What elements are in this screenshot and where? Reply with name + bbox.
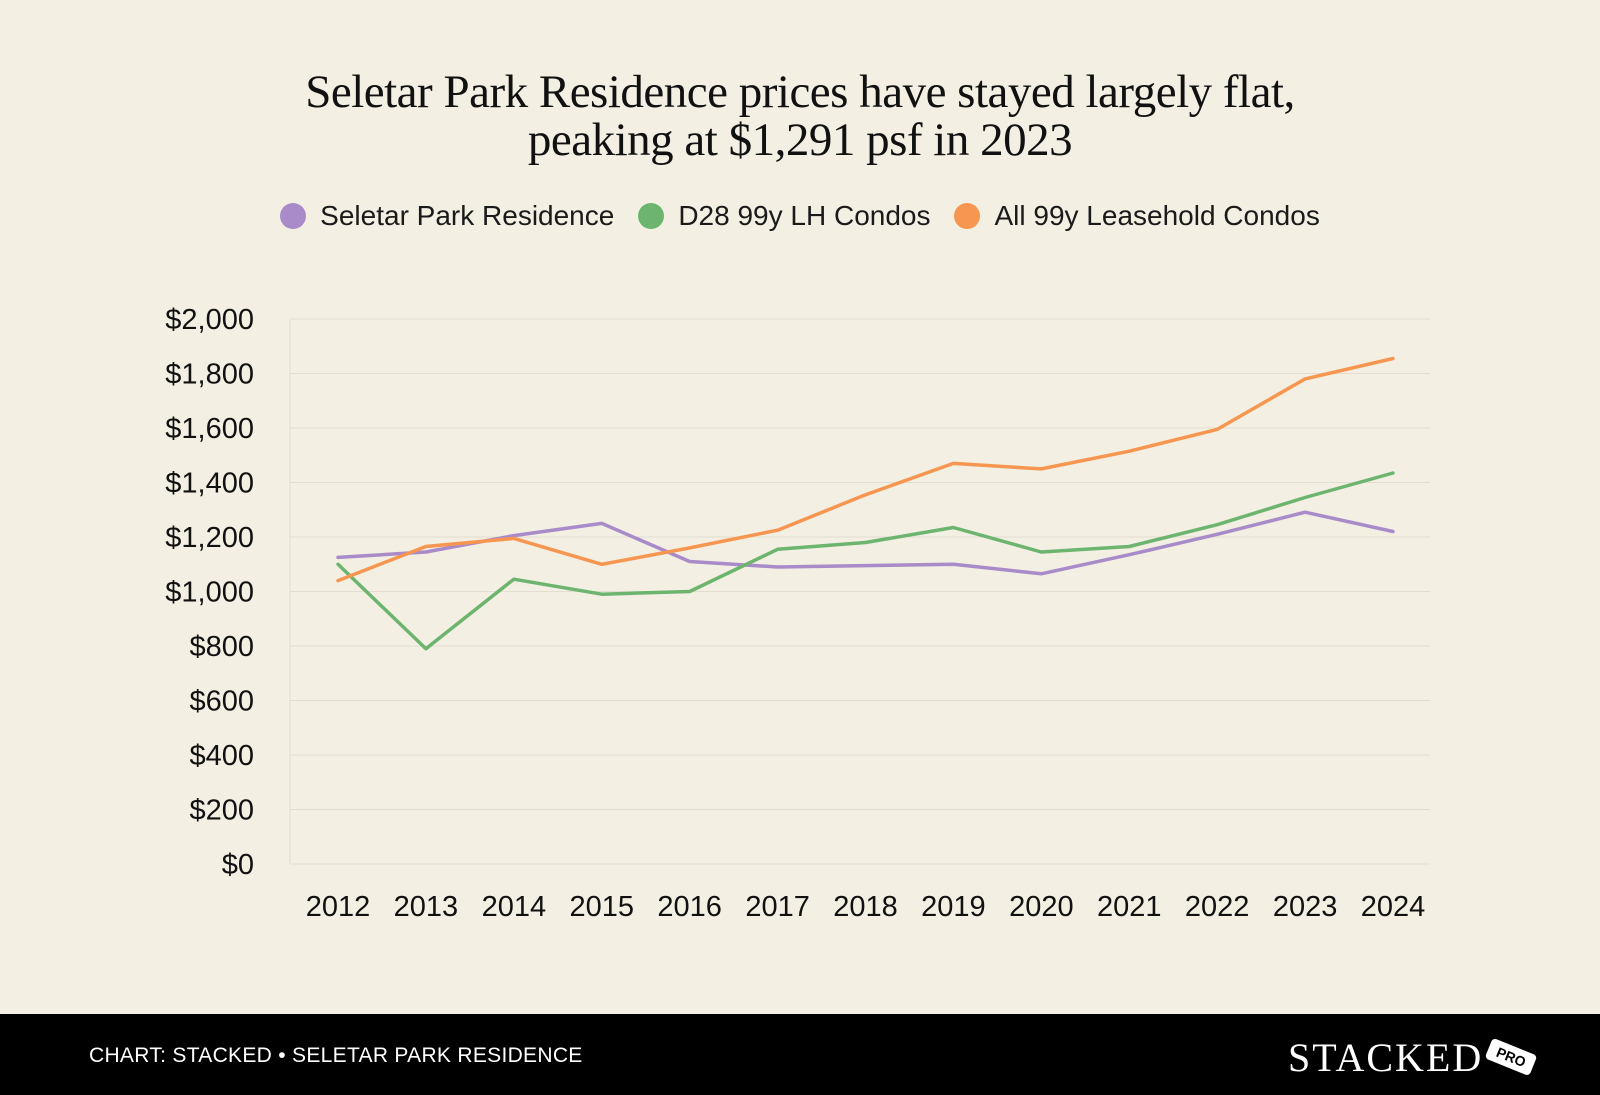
- x-tick-label: 2015: [569, 891, 634, 923]
- legend-item-seletar: Seletar Park Residence: [280, 200, 614, 232]
- x-tick-label: 2017: [745, 891, 810, 923]
- legend-dot-d28: [638, 203, 665, 229]
- y-tick-label: $1,200: [165, 522, 254, 554]
- y-tick-label: $400: [189, 740, 254, 772]
- y-tick-label: $600: [189, 686, 254, 718]
- x-tick-label: 2020: [1009, 891, 1074, 923]
- y-tick-label: $0: [222, 849, 254, 881]
- brand-name: STACKED: [1288, 1034, 1484, 1080]
- chart-title-line-2: peaking at $1,291 psf in 2023: [527, 114, 1073, 166]
- y-tick-label: $1,000: [165, 577, 254, 609]
- x-tick-label: 2016: [657, 891, 722, 923]
- x-tick-label: 2022: [1185, 891, 1250, 923]
- y-tick-label: $200: [189, 795, 254, 827]
- chart-title-line-1: Seletar Park Residence prices have staye…: [305, 66, 1295, 118]
- legend-label-seletar: Seletar Park Residence: [320, 200, 615, 231]
- y-tick-label: $1,600: [165, 413, 254, 445]
- legend-item-all-leasehold: All 99y Leasehold Condos: [954, 200, 1320, 232]
- x-tick-label: 2013: [394, 891, 459, 923]
- source-credit: CHART: STACKED • SELETAR PARK RESIDENCE: [89, 1044, 583, 1067]
- x-tick-label: 2012: [306, 891, 371, 923]
- y-tick-label: $1,400: [165, 468, 254, 500]
- series-line-all-99y-leasehold-condos: [336, 356, 1395, 583]
- stacked-pro-logo: STACKED PRO: [1288, 1032, 1538, 1082]
- x-tick-label: 2014: [482, 891, 547, 923]
- legend-item-d28: D28 99y LH Condos: [638, 200, 930, 232]
- footer: CHART: STACKED • SELETAR PARK RESIDENCE …: [0, 1014, 1600, 1095]
- legend-label-d28: D28 99y LH Condos: [678, 200, 931, 231]
- series-line-d28-99y-lh-condos: [336, 471, 1395, 651]
- chart-title: Seletar Park Residence prices have staye…: [0, 68, 1600, 164]
- x-tick-label: 2021: [1097, 891, 1162, 923]
- legend-dot-seletar: [280, 203, 307, 229]
- x-tick-label: 2023: [1273, 891, 1338, 923]
- legend-label-all-leasehold: All 99y Leasehold Condos: [994, 200, 1320, 231]
- legend-dot-all-leasehold: [954, 203, 981, 229]
- series-line-seletar-park-residence: [336, 510, 1395, 576]
- x-tick-label: 2019: [921, 891, 986, 923]
- y-tick-label: $2,000: [165, 304, 254, 336]
- y-tick-label: $1,800: [165, 359, 254, 391]
- x-tick-label: 2024: [1361, 891, 1426, 923]
- chart-legend: Seletar Park Residence D28 99y LH Condos…: [0, 200, 1600, 232]
- x-tick-label: 2018: [833, 891, 898, 923]
- pro-badge: PRO: [1484, 1037, 1538, 1077]
- line-chart: $0 $200 $400 $600 $800 $1,000 $1,200 $1,400 $1,6…: [165, 304, 1430, 923]
- y-tick-label: $800: [189, 631, 254, 663]
